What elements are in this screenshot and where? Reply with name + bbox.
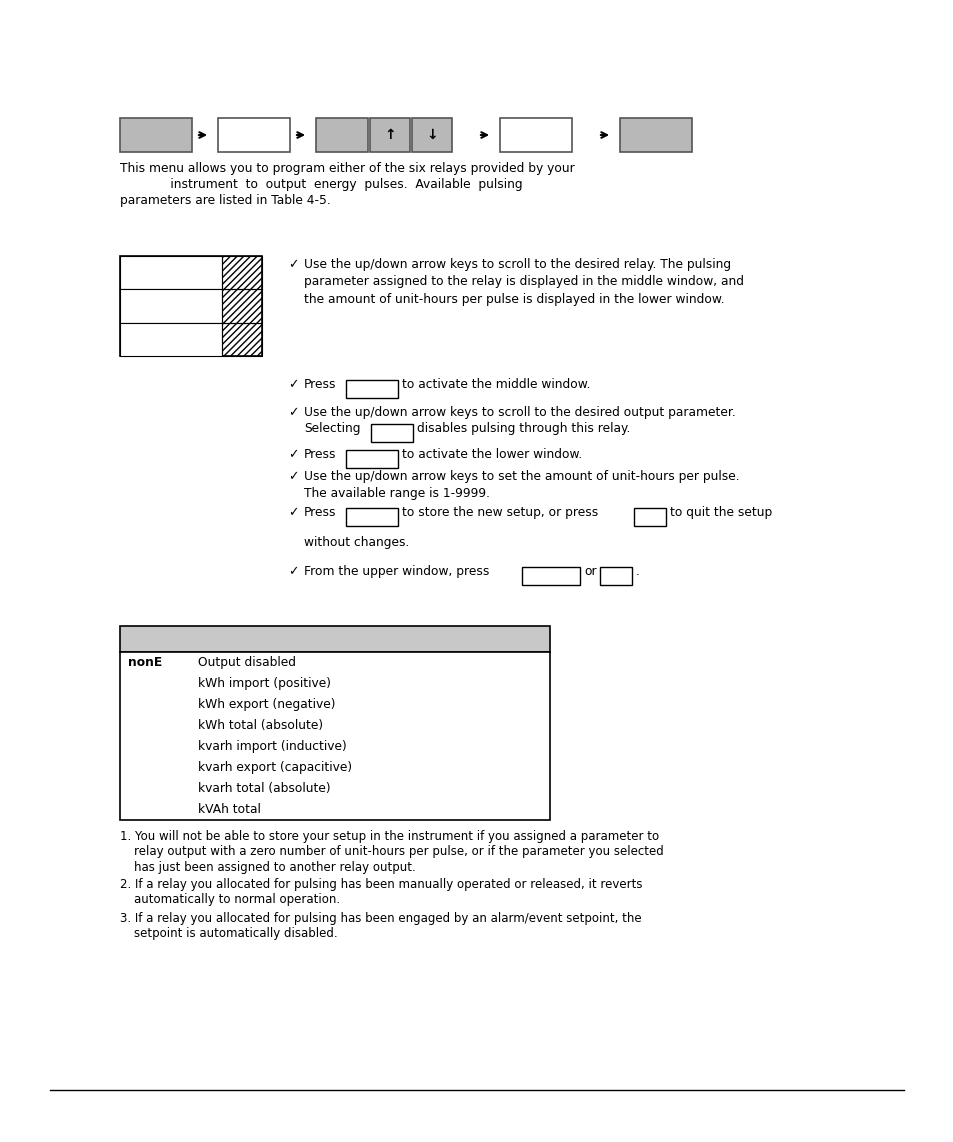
Text: .: . [636, 565, 639, 578]
Text: ✓: ✓ [288, 407, 298, 419]
Text: kWh total (absolute): kWh total (absolute) [198, 719, 323, 732]
Text: ✓: ✓ [288, 506, 298, 518]
Bar [120, 256, 262, 356]
Bar [634, 508, 665, 526]
Text: Selecting: Selecting [304, 423, 360, 435]
Bar [120, 118, 192, 152]
Bar [370, 118, 410, 152]
Text: 1. You will not be able to store your setup in the instrument if you assigned a : 1. You will not be able to store your se… [120, 830, 659, 843]
Text: has just been assigned to another relay output.: has just been assigned to another relay … [133, 861, 416, 874]
Text: kvarh export (capacitive): kvarh export (capacitive) [198, 761, 352, 774]
Text: Press: Press [304, 448, 336, 461]
Text: kWh import (positive): kWh import (positive) [198, 677, 331, 690]
Text: ✓: ✓ [288, 258, 298, 271]
Bar [346, 380, 397, 399]
Text: ✓: ✓ [288, 378, 298, 391]
Text: or: or [583, 565, 596, 578]
Bar [346, 450, 397, 468]
Text: kVAh total: kVAh total [198, 803, 260, 817]
Text: Output disabled: Output disabled [198, 656, 295, 669]
Text: ↑: ↑ [384, 128, 395, 142]
Bar [619, 118, 691, 152]
Bar [120, 256, 222, 289]
Bar [371, 424, 413, 442]
Bar [120, 323, 222, 356]
Text: kvarh total (absolute): kvarh total (absolute) [198, 782, 331, 795]
Text: ✓: ✓ [288, 471, 298, 483]
Bar [222, 323, 262, 356]
Bar [499, 118, 572, 152]
Text: ✓: ✓ [288, 448, 298, 461]
Text: parameters are listed in Table 4-5.: parameters are listed in Table 4-5. [120, 194, 331, 207]
Text: kvarh import (inductive): kvarh import (inductive) [198, 740, 346, 753]
Text: without changes.: without changes. [304, 536, 409, 549]
Text: ✓: ✓ [288, 565, 298, 578]
Bar [315, 118, 368, 152]
Bar [120, 652, 550, 820]
Bar [599, 566, 631, 585]
Text: nonE: nonE [128, 656, 162, 669]
Text: This menu allows you to program either of the six relays provided by your: This menu allows you to program either o… [120, 162, 574, 175]
Bar [521, 566, 579, 585]
Text: relay output with a zero number of unit-hours per pulse, or if the parameter you: relay output with a zero number of unit-… [133, 845, 663, 859]
Bar [346, 508, 397, 526]
Bar [120, 289, 222, 323]
Text: 2. If a relay you allocated for pulsing has been manually operated or released, : 2. If a relay you allocated for pulsing … [120, 878, 641, 891]
Bar [120, 626, 550, 652]
Text: From the upper window, press: From the upper window, press [304, 565, 489, 578]
Text: disables pulsing through this relay.: disables pulsing through this relay. [416, 423, 630, 435]
Text: to store the new setup, or press: to store the new setup, or press [401, 506, 598, 518]
Bar [218, 118, 290, 152]
Text: to activate the lower window.: to activate the lower window. [401, 448, 581, 461]
Text: Use the up/down arrow keys to scroll to the desired output parameter.: Use the up/down arrow keys to scroll to … [304, 407, 735, 419]
Bar [222, 256, 262, 289]
Text: 3. If a relay you allocated for pulsing has been engaged by an alarm/event setpo: 3. If a relay you allocated for pulsing … [120, 912, 641, 925]
Text: kWh export (negative): kWh export (negative) [198, 698, 335, 711]
Text: instrument  to  output  energy  pulses.  Available  pulsing: instrument to output energy pulses. Avai… [120, 178, 522, 191]
Text: Use the up/down arrow keys to set the amount of unit-hours per pulse.
The availa: Use the up/down arrow keys to set the am… [304, 471, 739, 500]
Bar [412, 118, 452, 152]
Text: Press: Press [304, 506, 336, 518]
Text: setpoint is automatically disabled.: setpoint is automatically disabled. [133, 927, 337, 941]
Bar [222, 289, 262, 323]
Text: ↓: ↓ [426, 128, 437, 142]
Text: Press: Press [304, 378, 336, 391]
Text: automatically to normal operation.: automatically to normal operation. [133, 893, 340, 907]
Text: Use the up/down arrow keys to scroll to the desired relay. The pulsing
parameter: Use the up/down arrow keys to scroll to … [304, 258, 743, 306]
Text: to quit the setup: to quit the setup [669, 506, 771, 518]
Text: to activate the middle window.: to activate the middle window. [401, 378, 590, 391]
